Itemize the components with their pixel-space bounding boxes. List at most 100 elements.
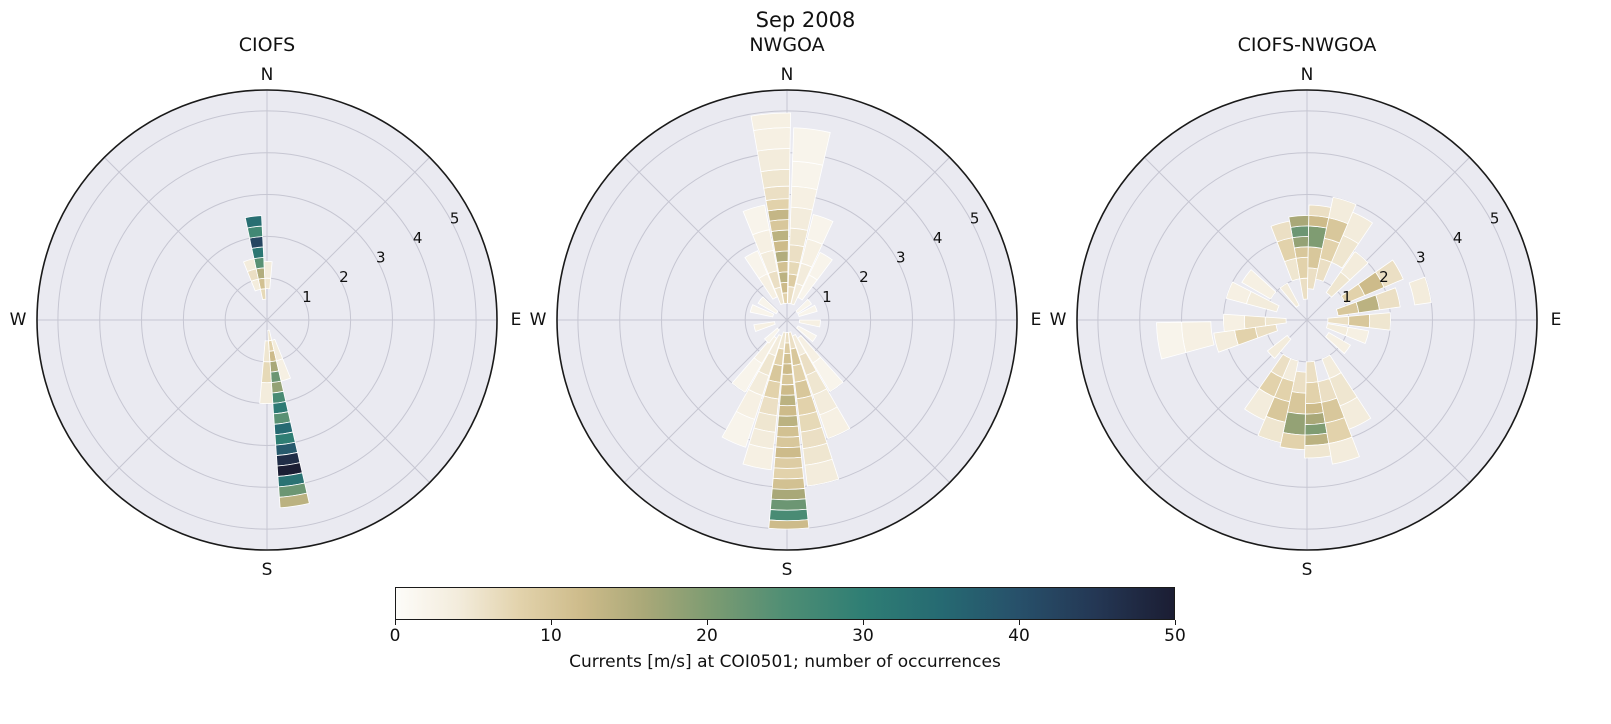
rose-cell xyxy=(753,321,776,332)
chart-ciofs-nwgoa: CIOFS-NWGOA N E S W 1 2 3 4 5 xyxy=(1047,34,1567,580)
cardinal-label: S xyxy=(1302,560,1313,580)
rose-cell xyxy=(1241,269,1277,300)
colorbar-tick-label: 50 xyxy=(1164,626,1186,646)
rose-cell xyxy=(750,112,792,132)
rose-cell xyxy=(742,204,770,236)
rose-cell xyxy=(749,304,775,318)
colorbar-tick-label: 0 xyxy=(389,626,401,646)
rose-cell xyxy=(1293,246,1309,259)
rose-cell xyxy=(1279,432,1306,451)
rose-cell xyxy=(763,185,790,202)
radial-tick-label: 1 xyxy=(1342,288,1352,306)
rose-cell xyxy=(769,508,809,522)
colorbar-gradient xyxy=(395,587,1175,620)
spoke-line xyxy=(624,319,788,483)
rose-cell xyxy=(812,356,844,393)
colorbar-tickmark xyxy=(1019,620,1020,625)
rose-cell xyxy=(791,160,824,191)
rose-cell xyxy=(765,198,790,212)
figure-title: Sep 2008 xyxy=(755,8,856,32)
rose-cell xyxy=(270,380,284,394)
rose-cell xyxy=(1348,314,1371,329)
radial-tick-label: 2 xyxy=(859,268,869,286)
rose-cell xyxy=(778,271,789,284)
colorbar-tickmark xyxy=(395,620,396,625)
rose-cell xyxy=(1304,422,1328,436)
rose-cell xyxy=(1374,259,1404,288)
rose-cell xyxy=(1225,281,1252,305)
rose-cell xyxy=(768,519,810,530)
rose-cell xyxy=(770,229,789,243)
colorbar: 0 10 20 30 40 50 Currents [m/s] at COI0501; n… xyxy=(390,587,1186,672)
rose-cell xyxy=(783,342,791,354)
chart-title-ciofs: CIOFS xyxy=(238,34,296,56)
rose-cell xyxy=(1304,443,1332,459)
spoke-line xyxy=(266,157,430,321)
colorbar-tickmark xyxy=(1175,620,1176,625)
radial-tick-label: 5 xyxy=(450,209,460,227)
cardinal-label: E xyxy=(1551,310,1562,330)
spoke-line xyxy=(1144,157,1308,321)
spoke-line xyxy=(624,157,788,321)
colorbar-ticks: 0 10 20 30 40 50 xyxy=(390,620,1186,650)
rose-cell xyxy=(764,327,780,344)
colorbar-tick-label: 10 xyxy=(540,626,562,646)
polar-outer-boundary xyxy=(1076,89,1538,551)
rose-cell xyxy=(721,410,756,448)
chart-ciofs: CIOFS N E S W 1 2 3 4 5 xyxy=(7,34,527,580)
spoke-line xyxy=(104,319,268,483)
rose-cell xyxy=(1288,215,1310,228)
rose-cell xyxy=(1345,326,1370,345)
rose-cell xyxy=(780,373,795,386)
rose-cell xyxy=(278,492,310,509)
rose-cell xyxy=(772,467,805,480)
rose-cell xyxy=(244,215,263,229)
rose-cell xyxy=(804,458,840,487)
rose-cell xyxy=(770,488,807,501)
rose-cell xyxy=(808,251,833,281)
rose-cell xyxy=(1340,250,1369,281)
rose-cell xyxy=(1304,412,1326,425)
rose-cell xyxy=(1290,225,1310,239)
rose-cell xyxy=(263,261,273,279)
spoke-line xyxy=(786,157,950,321)
rose-cell xyxy=(771,477,806,490)
rose-cell xyxy=(773,456,803,469)
colorbar-tick-label: 40 xyxy=(1008,626,1030,646)
radial-tick-label: 3 xyxy=(376,249,386,267)
cardinal-label: W xyxy=(1050,310,1067,330)
colorbar-tickmark xyxy=(863,620,864,625)
rose-cell xyxy=(261,361,272,384)
cardinal-label: S xyxy=(782,560,793,580)
rose-cell xyxy=(1279,282,1300,308)
colorbar-tick-label: 20 xyxy=(696,626,718,646)
rose-cell xyxy=(1325,332,1352,355)
radial-tick-label: 3 xyxy=(896,249,906,267)
colorbar-tickmark xyxy=(551,620,552,625)
rose-cell xyxy=(772,240,789,253)
rose-cell xyxy=(753,127,791,152)
radial-tick-label: 5 xyxy=(1490,209,1500,227)
rose-cell xyxy=(1328,436,1360,465)
radial-tick-label: 4 xyxy=(413,229,423,247)
rose-cell xyxy=(1244,387,1275,421)
rose-cell xyxy=(797,304,818,318)
polar-chart-svg-ciofs: N E S W 1 2 3 4 5 xyxy=(10,65,522,580)
rose-cell xyxy=(819,406,851,440)
rose-cell xyxy=(1270,220,1293,243)
radial-tick-label: 2 xyxy=(1379,268,1389,286)
rose-cell xyxy=(1308,204,1332,219)
polar-outer-boundary xyxy=(36,89,498,551)
rose-cell xyxy=(780,384,796,396)
spoke-line xyxy=(266,319,430,483)
rose-cell xyxy=(1304,432,1330,446)
chart-nwgoa: NWGOA N E S W 1 2 3 4 5 xyxy=(527,34,1047,580)
cardinal-label: N xyxy=(261,65,274,85)
rose-cell xyxy=(769,219,790,232)
radial-tick-label: 1 xyxy=(302,288,312,306)
rose-cell xyxy=(731,357,763,393)
rose-cell xyxy=(779,394,797,407)
cardinal-label: N xyxy=(1301,65,1314,85)
cardinal-label: S xyxy=(262,560,273,580)
